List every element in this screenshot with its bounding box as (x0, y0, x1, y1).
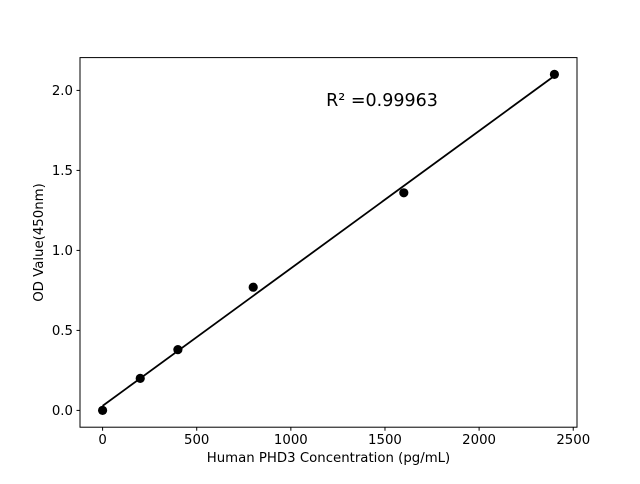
data-point-marker (248, 282, 258, 292)
x-tick-label: 500 (184, 433, 209, 448)
data-point-marker (97, 405, 108, 415)
x-tick-label: 2000 (462, 433, 496, 448)
data-point-marker (173, 345, 183, 355)
y-axis-ticks: 0.0 0.5 1.0 1.5 2.0 (52, 84, 80, 419)
y-tick-label: 0.0 (52, 404, 73, 419)
y-axis-label: OD Value(450nm) (32, 183, 47, 302)
y-tick-label: 1.5 (52, 164, 73, 179)
x-tick-label: 1000 (274, 433, 308, 448)
data-point-marker (549, 69, 560, 79)
y-tick-label: 1.0 (52, 244, 73, 259)
data-points (97, 69, 560, 415)
y-tick-label: 2.0 (52, 84, 73, 99)
x-tick-label: 2500 (556, 433, 590, 448)
y-tick-label: 0.5 (52, 324, 73, 339)
r-squared-annotation: R² =0.99963 (326, 91, 438, 111)
data-point-marker (399, 188, 409, 198)
plot-area (79, 57, 578, 428)
x-tick-label: 1500 (368, 433, 402, 448)
data-point-marker (135, 373, 145, 383)
x-axis-ticks: 0 500 1000 1500 2000 2500 (98, 427, 590, 448)
x-tick-label: 0 (98, 433, 106, 448)
x-axis-label: Human PHD3 Concentration (pg/mL) (207, 451, 451, 466)
